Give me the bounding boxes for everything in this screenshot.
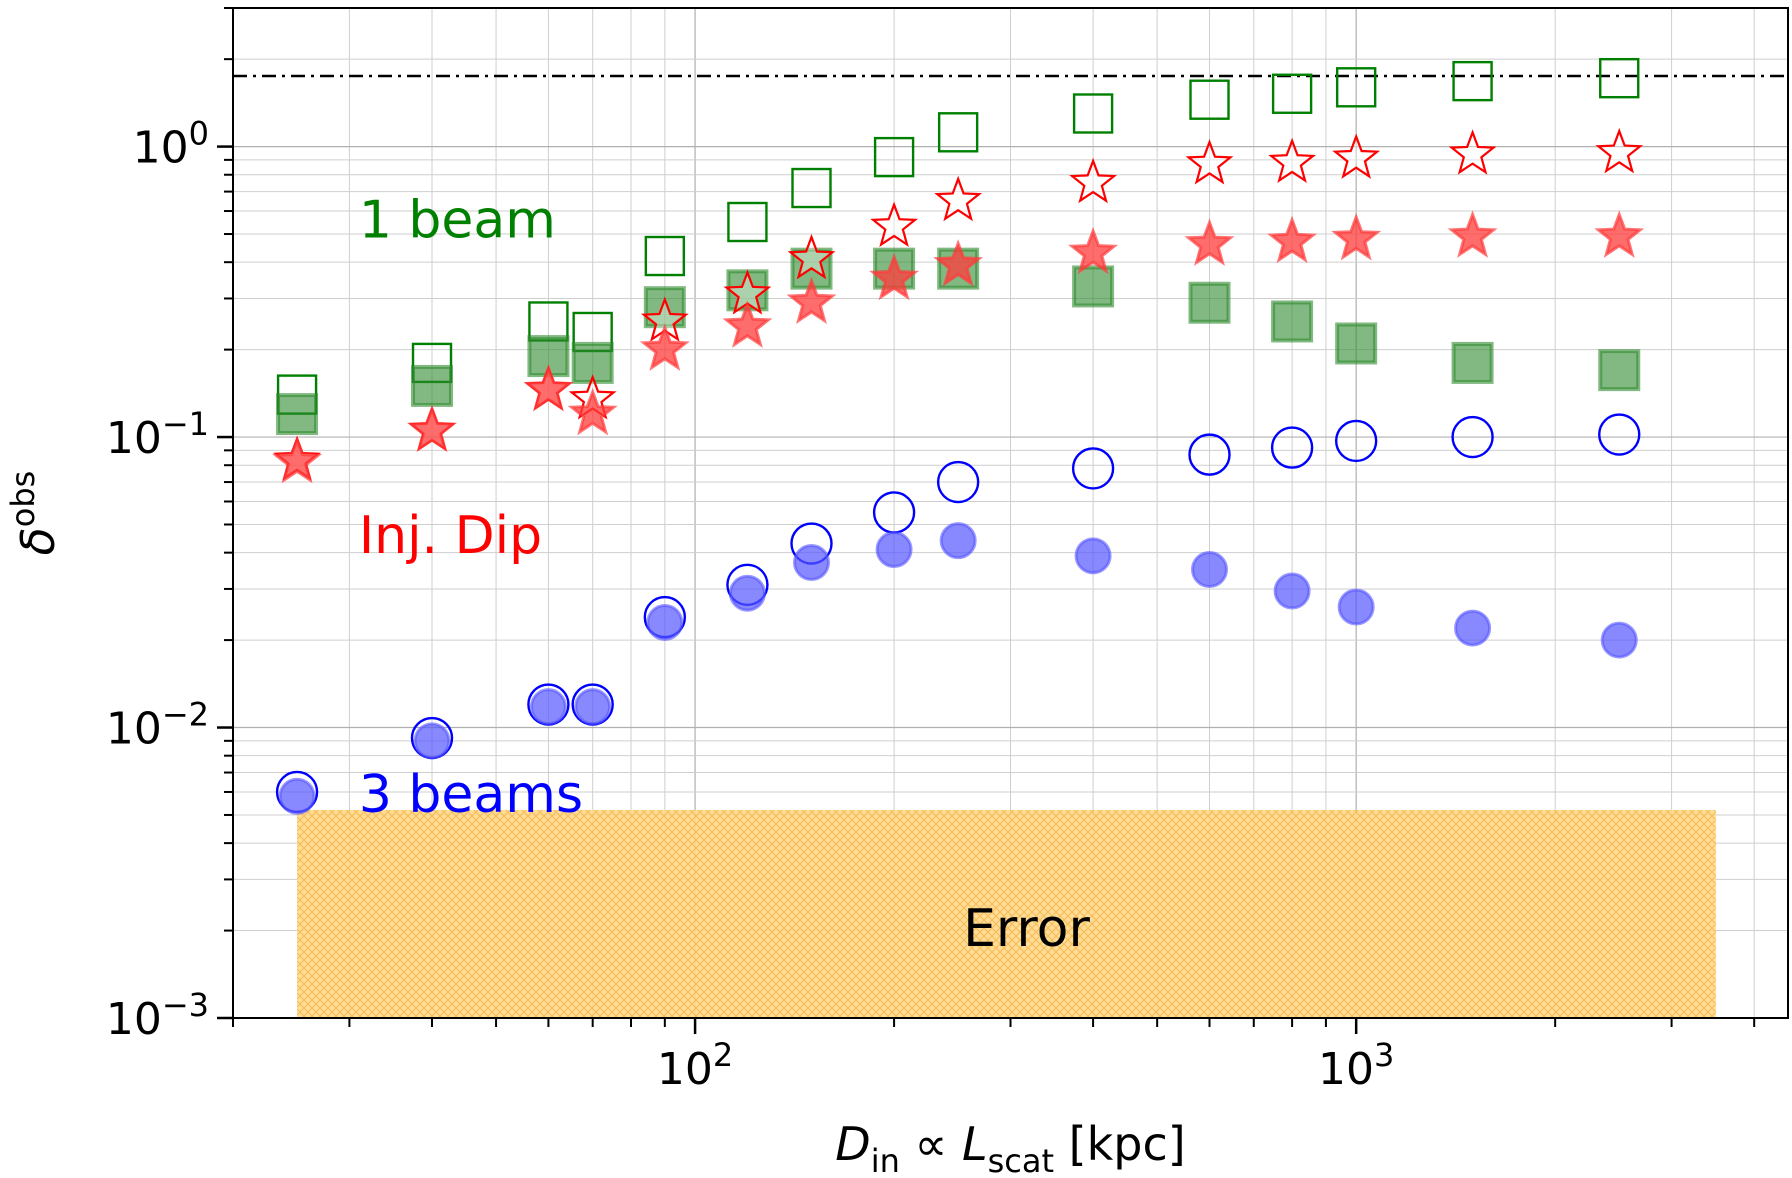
star-marker-filled — [1447, 210, 1498, 258]
star-marker-open — [1069, 157, 1118, 204]
circle-marker-open — [1270, 426, 1314, 469]
star-marker-open — [1332, 133, 1381, 179]
star-marker-open — [934, 175, 983, 222]
circle-marker-filled — [646, 603, 684, 641]
star-marker-filled — [1068, 226, 1119, 275]
star-marker-filled — [523, 363, 574, 412]
square-marker-filled — [1451, 341, 1494, 384]
square-marker-filled — [276, 393, 319, 436]
annotation-2: Inj. Dip — [359, 506, 542, 566]
star-marker-filled — [1594, 210, 1645, 258]
y-tick-label: 10−2 — [106, 696, 209, 755]
axis-labels: Din ∝ Lscat [kpc] δobs — [4, 471, 1186, 1178]
y-axis-label: δobs — [4, 471, 65, 556]
square-marker-filled — [1072, 265, 1115, 308]
star-marker-open — [870, 201, 918, 248]
circle-marker-filled — [939, 522, 977, 560]
square-marker-open — [1599, 57, 1640, 99]
star-marker-filled — [1184, 218, 1235, 266]
axes: 102 103 10−3 10−2 10−1 100 — [106, 7, 1789, 1095]
star-marker-open — [1448, 129, 1497, 175]
star-marker-filled — [639, 323, 690, 371]
circle-marker-filled — [792, 543, 830, 581]
circle-marker-filled — [574, 688, 612, 726]
star-marker-filled — [1331, 212, 1382, 261]
square-marker-filled — [1271, 300, 1314, 343]
y-tick-label: 100 — [133, 115, 209, 174]
circle-marker-open — [1188, 433, 1231, 476]
square-marker-filled — [527, 335, 570, 378]
circle-marker-filled — [1454, 609, 1492, 647]
circle-marker-filled — [278, 777, 316, 815]
circle-marker-open — [1071, 447, 1115, 490]
square-marker-open — [937, 112, 979, 153]
circle-marker-open — [1451, 415, 1494, 459]
markers-layer — [272, 57, 1645, 815]
circle-marker-open — [1334, 419, 1378, 463]
circle-marker-filled — [1337, 588, 1375, 626]
square-marker-open — [1189, 79, 1230, 120]
circle-marker-filled — [1191, 550, 1229, 588]
circle-marker-filled — [1600, 621, 1638, 659]
star-marker-filled — [567, 387, 618, 436]
star-marker-open — [1185, 139, 1234, 185]
square-marker-filled — [1598, 349, 1641, 392]
square-marker-open — [873, 136, 915, 178]
star-marker-filled — [722, 300, 773, 348]
star-marker-filled — [869, 252, 920, 301]
square-marker-filled — [1335, 322, 1378, 365]
annotation-3: 3 beams — [359, 765, 583, 825]
circle-marker-filled — [1074, 537, 1112, 575]
x-axis-label: Din ∝ Lscat [kpc] — [835, 1117, 1185, 1178]
annotation-1: 1 beam — [359, 191, 556, 251]
star-marker-filled — [786, 276, 837, 325]
y-tick-label: 10−3 — [106, 986, 209, 1045]
square-marker-open — [1072, 93, 1114, 134]
square-marker-open — [1271, 73, 1313, 114]
star-marker-filled — [407, 404, 458, 453]
circle-marker-filled — [529, 688, 567, 726]
square-marker-filled — [1188, 281, 1231, 324]
circle-marker-filled — [875, 531, 913, 569]
star-marker-open — [1268, 137, 1317, 184]
y-tick-label: 10−1 — [106, 405, 209, 464]
error-band — [297, 810, 1716, 1018]
error-band-layer: Error — [297, 810, 1716, 1018]
square-marker-open — [644, 235, 686, 277]
star-marker-filled — [933, 239, 984, 287]
circle-marker-open — [936, 460, 980, 504]
square-marker-filled — [411, 364, 454, 407]
square-marker-open — [1335, 67, 1377, 108]
star-marker-open — [1595, 127, 1644, 174]
square-marker-open — [1452, 60, 1493, 102]
star-marker-filled — [1267, 215, 1318, 264]
square-marker-open — [791, 167, 832, 209]
error-band-label: Error — [963, 899, 1090, 959]
x-tick-label: 102 — [657, 1036, 733, 1095]
circle-marker-filled — [728, 574, 766, 612]
square-marker-open — [727, 201, 768, 243]
circle-marker-filled — [413, 722, 451, 760]
annotations: 1 beam Inj. Dip 3 beams — [359, 191, 583, 825]
x-tick-label: 103 — [1318, 1036, 1394, 1095]
circle-marker-filled — [1273, 572, 1311, 610]
star-marker-open — [787, 233, 836, 280]
circle-marker-open — [1598, 413, 1641, 456]
star-marker-filled — [272, 435, 323, 484]
